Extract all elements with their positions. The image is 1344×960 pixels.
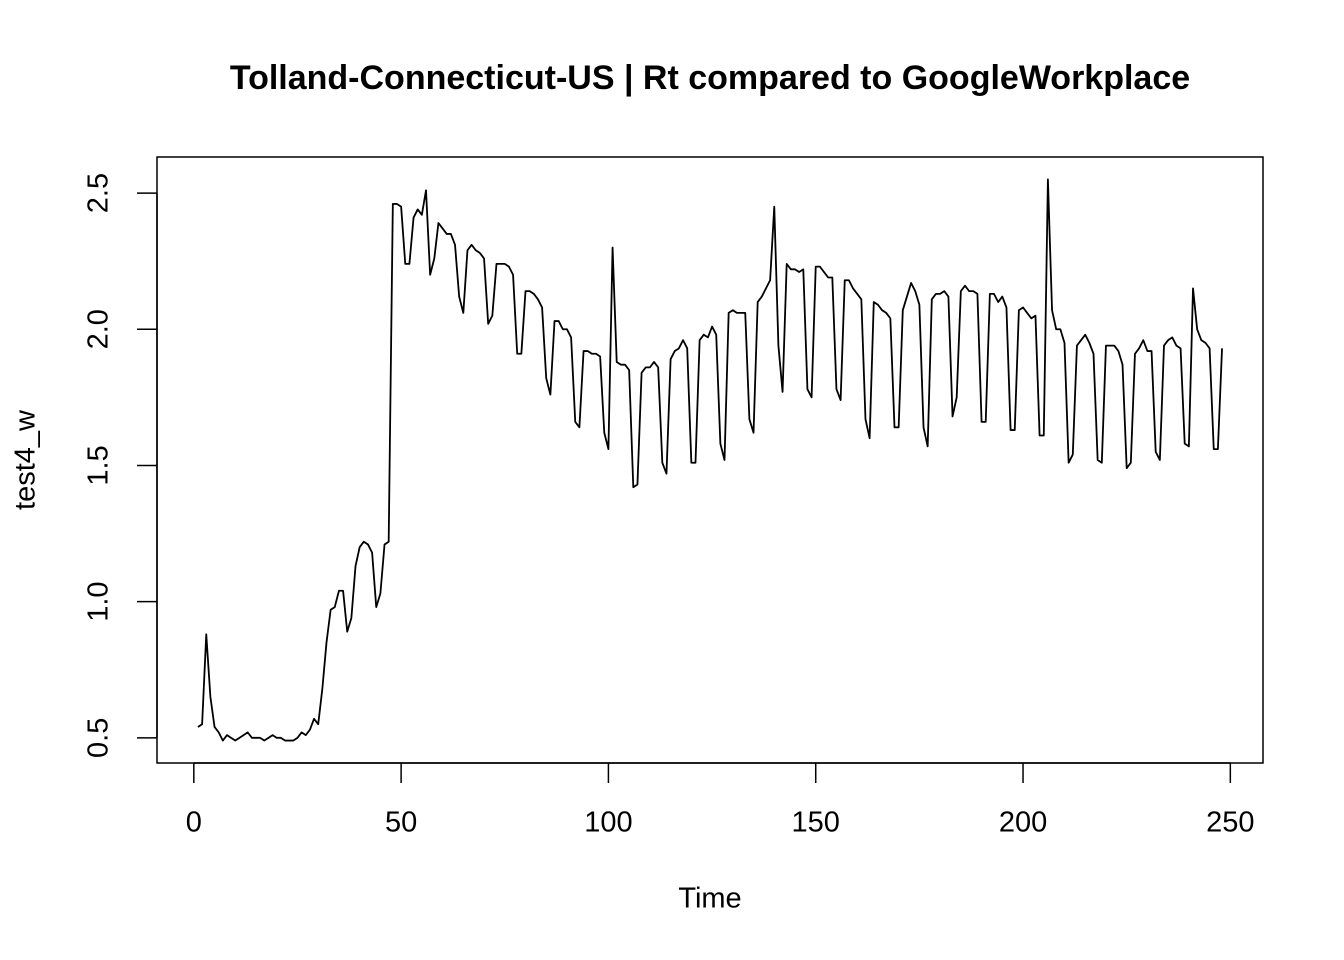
data-line [197, 178, 1223, 742]
y-tick-label: 0.5 [83, 718, 115, 758]
chart-title: Tolland-Connecticut-US | Rt compared to … [230, 59, 1190, 97]
x-axis-label: Time [678, 883, 741, 915]
x-tick-label: 150 [792, 807, 840, 839]
y-tick-label: 1.5 [83, 445, 115, 485]
x-tick-label: 0 [186, 807, 202, 839]
x-tick-label: 100 [584, 807, 632, 839]
y-tick-label: 2.0 [83, 309, 115, 349]
x-tick-label: 50 [385, 807, 417, 839]
y-tick-label: 2.5 [83, 173, 115, 213]
x-tick-label: 250 [1206, 807, 1254, 839]
y-tick-label: 1.0 [83, 581, 115, 621]
y-axis-label: test4_w [10, 409, 42, 510]
x-tick-label: 200 [999, 807, 1047, 839]
